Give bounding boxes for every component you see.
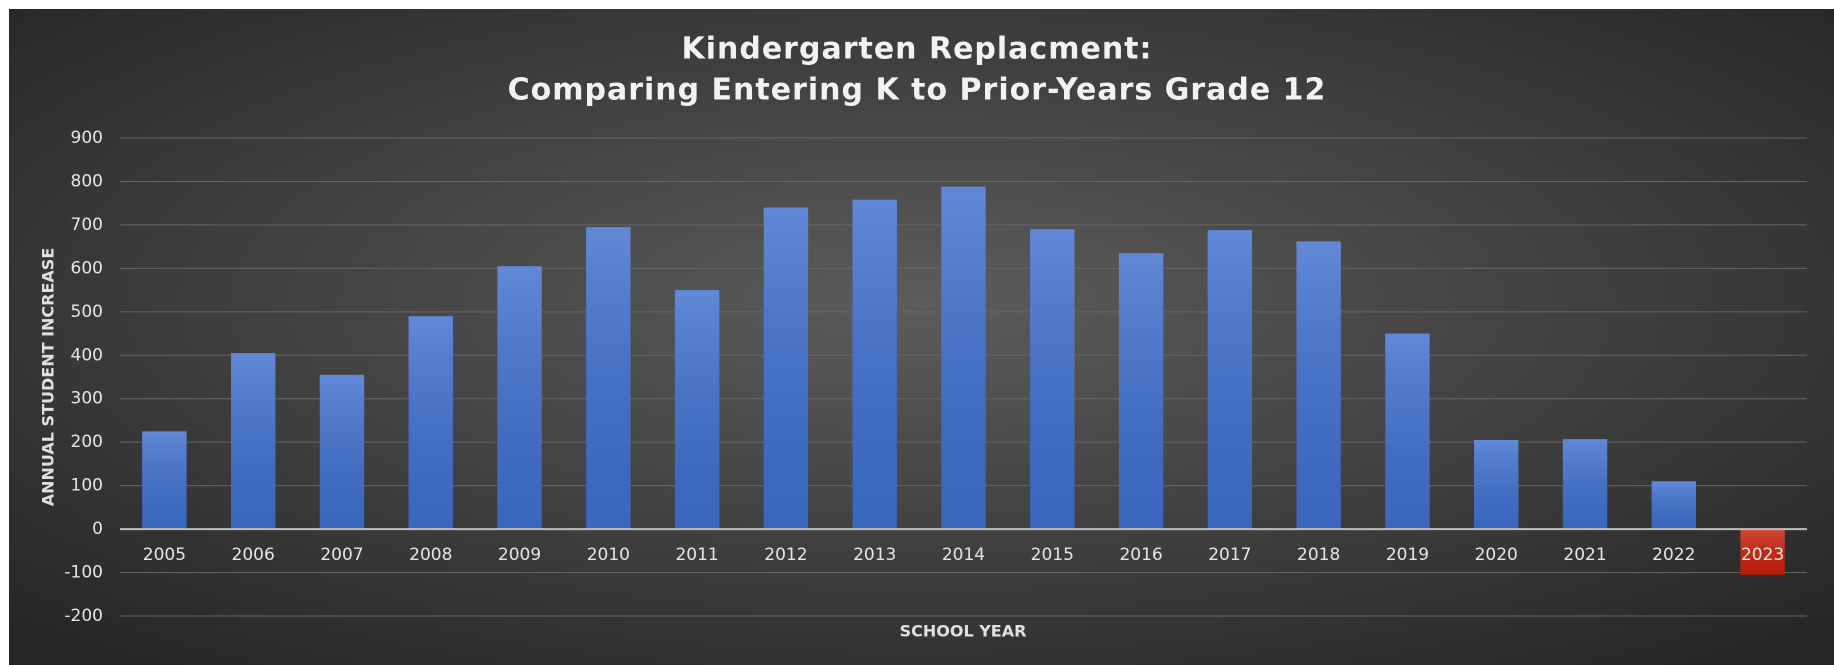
x-tick-label: 2018: [1297, 545, 1340, 565]
bar-shine: [586, 227, 631, 530]
y-tick-label: -200: [64, 606, 103, 626]
bar-shine: [1740, 529, 1785, 575]
bar-shine: [408, 316, 453, 530]
x-tick-label: 2012: [764, 545, 807, 565]
y-tick-label: 800: [71, 171, 103, 191]
y-tick-label: 100: [71, 476, 103, 496]
y-tick-label: -100: [64, 563, 103, 583]
bar-shine: [230, 353, 276, 530]
x-tick-label: 2009: [498, 545, 541, 565]
bar-shine: [1207, 230, 1253, 530]
y-tick-label: 600: [71, 258, 103, 278]
chart-background: [9, 9, 1834, 665]
x-tick-label: 2011: [675, 545, 718, 565]
bar-shine: [1030, 229, 1075, 530]
y-tick-label: 900: [71, 128, 103, 148]
x-tick-label: 2022: [1652, 545, 1695, 565]
x-tick-label: 2010: [587, 545, 630, 565]
bar-shine: [674, 290, 720, 530]
y-tick-label: 400: [71, 345, 103, 365]
x-tick-label: 2021: [1563, 545, 1606, 565]
bar-shine: [852, 199, 897, 530]
y-tick-label: 700: [71, 215, 103, 235]
y-tick-label: 200: [71, 432, 103, 452]
x-tick-label: 2017: [1208, 545, 1251, 565]
x-axis-title: SCHOOL YEAR: [900, 622, 1027, 641]
y-tick-label: 300: [71, 389, 103, 409]
x-tick-label: 2007: [320, 545, 363, 565]
bar-shine: [763, 207, 809, 530]
bar-shine: [142, 431, 187, 530]
y-tick-label: 0: [92, 519, 103, 539]
chart-title: Kindergarten Replacment:: [681, 32, 1152, 67]
x-tick-label: 2016: [1119, 545, 1162, 565]
chart-title: Comparing Entering K to Prior-Years Grad…: [508, 73, 1327, 108]
x-tick-label: 2015: [1031, 545, 1074, 565]
x-tick-label: 2014: [942, 545, 985, 565]
y-tick-label: 500: [71, 302, 103, 322]
x-tick-label: 2008: [409, 545, 452, 565]
bars: [142, 186, 1785, 575]
x-tick-label: 2013: [853, 545, 896, 565]
bar-shine: [319, 374, 365, 530]
bar-shine: [1562, 439, 1608, 530]
x-tick-label: 2006: [232, 545, 275, 565]
bar-shine: [1118, 253, 1164, 530]
bar-shine: [1651, 481, 1697, 530]
x-tick-label: 2020: [1475, 545, 1518, 565]
y-axis-title: ANNUAL STUDENT INCREASE: [39, 248, 58, 507]
bar-shine: [941, 186, 986, 530]
bar-shine: [497, 266, 542, 530]
bar-shine: [1296, 241, 1341, 530]
x-tick-label: 2019: [1386, 545, 1429, 565]
labels: -200 -100 0 100 200 300 400 500 600 700 800 900 2005…: [64, 128, 1784, 626]
bar-shine: [1474, 440, 1519, 530]
bar-shine: [1385, 333, 1430, 530]
x-tick-label: 2005: [143, 545, 186, 565]
x-tick-label: 2023: [1741, 545, 1784, 565]
